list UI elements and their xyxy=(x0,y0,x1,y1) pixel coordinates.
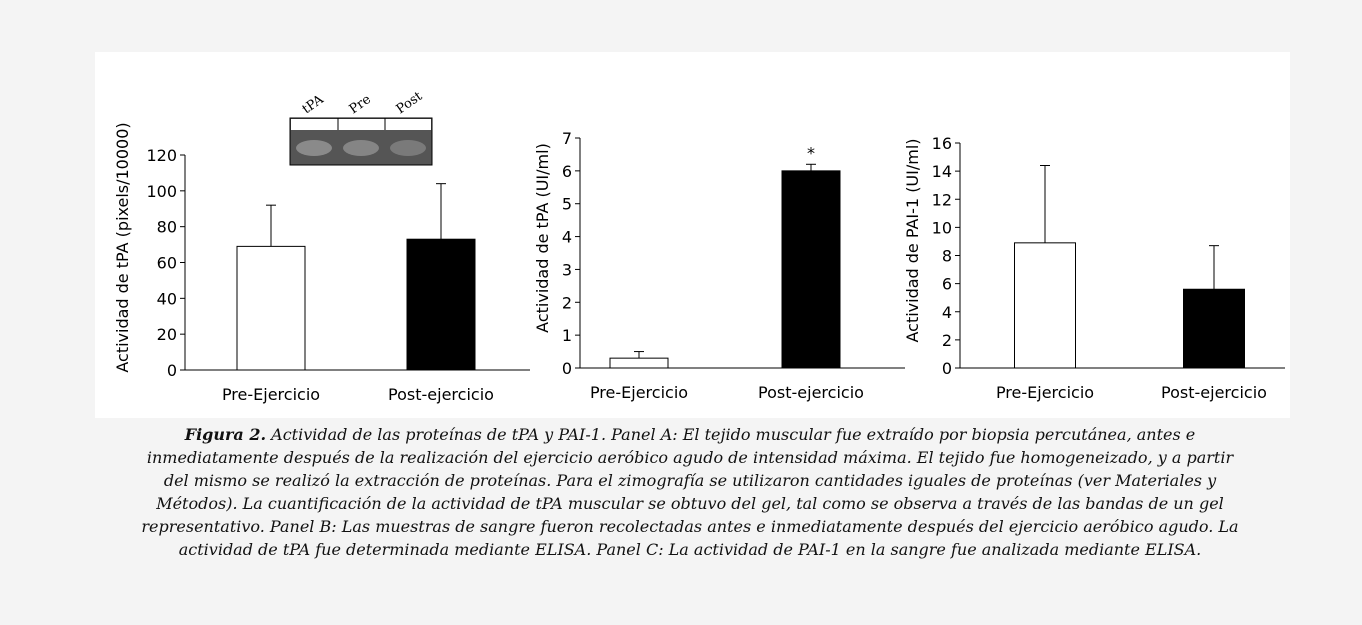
caption: inmediatamente después de la realización… xyxy=(141,448,1238,559)
bar xyxy=(237,246,305,370)
bar xyxy=(782,171,840,368)
gel-inset xyxy=(290,118,432,165)
y-tick-label: 2 xyxy=(562,293,572,312)
caption-line: Métodos). La cuantificación de la activi… xyxy=(155,494,1224,513)
y-tick-label: 5 xyxy=(562,195,572,214)
y-tick-label: 100 xyxy=(146,182,177,201)
y-tick-label: 8 xyxy=(942,247,952,266)
bar xyxy=(610,358,668,368)
y-tick-label: 3 xyxy=(562,260,572,279)
bar xyxy=(1015,243,1076,368)
page: Actividad de tPA (pixels/10000)020406080… xyxy=(0,0,1362,625)
y-tick-label: 120 xyxy=(146,146,177,165)
caption-line: representativo. Panel B: Las muestras de… xyxy=(141,517,1238,536)
x-tick-label: Post-ejercicio xyxy=(1161,383,1267,402)
x-tick-label: Pre-Ejercicio xyxy=(590,383,688,402)
x-tick-label: Post-ejercicio xyxy=(758,383,864,402)
y-tick-label: 40 xyxy=(157,289,177,308)
caption-line: actividad de tPA fue determinada mediant… xyxy=(179,540,1202,559)
x-tick-label: Post-ejercicio xyxy=(388,385,494,404)
bar xyxy=(1184,289,1245,368)
gel-band xyxy=(343,140,379,156)
y-tick-label: 4 xyxy=(942,303,952,322)
y-tick-label: 14 xyxy=(932,162,952,181)
y-tick-label: 2 xyxy=(942,331,952,350)
y-tick-label: 20 xyxy=(157,325,177,344)
x-tick-label: Pre-Ejercicio xyxy=(996,383,1094,402)
y-tick-label: 6 xyxy=(942,275,952,294)
y-tick-label: 0 xyxy=(167,361,177,380)
y-axis-label: Actividad de tPA (UI/ml) xyxy=(533,143,552,333)
y-tick-label: 12 xyxy=(932,190,952,209)
figure: Actividad de tPA (pixels/10000)020406080… xyxy=(0,0,1362,625)
y-axis-label: Actividad de PAI-1 (UI/ml) xyxy=(903,138,922,342)
y-tick-label: 16 xyxy=(932,134,952,153)
caption-line: Figura 2. Actividad de las proteínas de … xyxy=(184,425,1196,444)
significance-marker: * xyxy=(807,143,815,162)
gel-strip xyxy=(291,119,431,130)
y-tick-label: 0 xyxy=(942,359,952,378)
y-tick-label: 4 xyxy=(562,228,572,247)
y-tick-label: 60 xyxy=(157,254,177,273)
y-tick-label: 80 xyxy=(157,218,177,237)
y-tick-label: 7 xyxy=(562,129,572,148)
bar xyxy=(407,239,475,370)
x-tick-label: Pre-Ejercicio xyxy=(222,385,320,404)
y-tick-label: 6 xyxy=(562,162,572,181)
y-tick-label: 10 xyxy=(932,218,952,237)
gel-band xyxy=(390,140,426,156)
caption-line: inmediatamente después de la realización… xyxy=(147,448,1235,467)
y-tick-label: 1 xyxy=(562,326,572,345)
caption-line: del mismo se realizó la extracción de pr… xyxy=(164,471,1217,490)
y-axis-label: Actividad de tPA (pixels/10000) xyxy=(113,122,132,372)
caption-label: Figura 2. xyxy=(184,425,266,444)
caption-text: Actividad de las proteínas de tPA y PAI-… xyxy=(269,425,1195,444)
y-tick-label: 0 xyxy=(562,359,572,378)
gel-band xyxy=(296,140,332,156)
